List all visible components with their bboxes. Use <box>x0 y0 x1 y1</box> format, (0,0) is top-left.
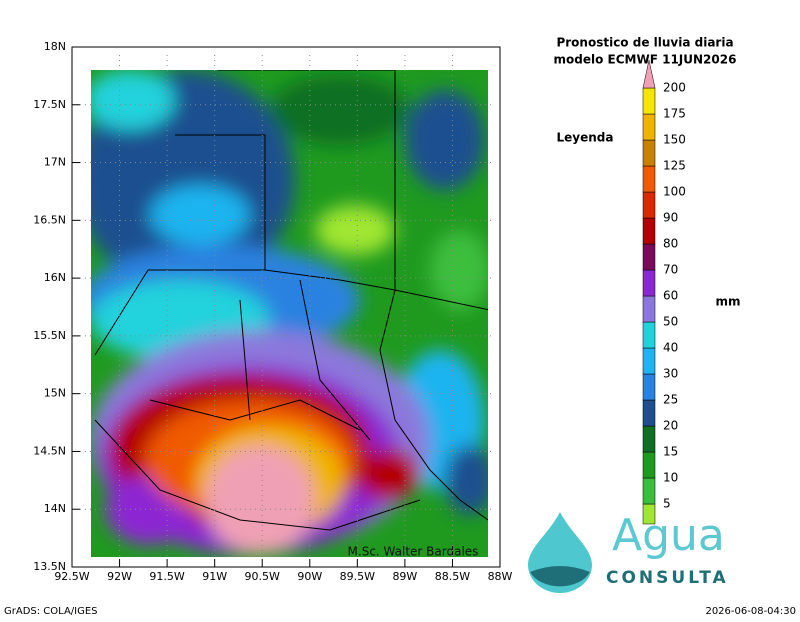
colorbar-label: 200 <box>663 81 686 95</box>
colorbar-segment <box>642 113 656 141</box>
lon-label: 88W <box>488 570 513 583</box>
author: M.Sc. Walter Bardales <box>348 545 479 559</box>
colorbar-segment <box>642 295 656 323</box>
lat-label: 15.5N <box>33 329 66 342</box>
colorbar-label: 50 <box>663 315 678 329</box>
colorbar-label: 150 <box>663 133 686 147</box>
colorbar-arrow <box>642 59 656 89</box>
colorbar-label: 90 <box>663 211 678 225</box>
colorbar-segment <box>642 503 656 525</box>
lat-label: 17.5N <box>33 98 66 111</box>
lon-label: 88.5W <box>435 570 470 583</box>
lon-label: 92W <box>107 570 132 583</box>
colorbar-label: 125 <box>663 159 686 173</box>
lat-label: 14.5N <box>33 444 66 457</box>
lon-label: 91.5W <box>149 570 184 583</box>
lat-label: 18N <box>44 40 66 53</box>
colorbar-label: 70 <box>663 263 678 277</box>
colorbar-segment <box>642 243 656 271</box>
colorbar-label: 20 <box>663 419 678 433</box>
lat-label: 13.5N <box>33 560 66 573</box>
subtitle: modelo ECMWF 11JUN2026 <box>554 53 737 67</box>
colorbar-label: 25 <box>663 393 678 407</box>
lat-label: 17N <box>44 156 66 169</box>
colorbar-segment <box>642 347 656 375</box>
colorbar-segment <box>642 269 656 297</box>
lat-label: 15N <box>44 387 66 400</box>
lon-label: 90.5W <box>245 570 280 583</box>
map-frame <box>71 46 501 568</box>
colorbar-segment <box>642 191 656 219</box>
colorbar-label: 60 <box>663 289 678 303</box>
colorbar-label: 30 <box>663 367 678 381</box>
colorbar-segment <box>642 477 656 505</box>
lat-label: 16N <box>44 271 66 284</box>
lat-label: 16.5N <box>33 213 66 226</box>
colorbar-segment <box>642 373 656 401</box>
title: Pronostico de lluvia diaria <box>556 36 733 50</box>
footer-right: 2026-06-08-04:30 <box>705 606 796 617</box>
rain-field <box>91 70 488 557</box>
lon-label: 90W <box>297 570 322 583</box>
lon-label: 91W <box>202 570 227 583</box>
lon-label: 89W <box>392 570 417 583</box>
colorbar-segment <box>642 139 656 167</box>
colorbar-label: 40 <box>663 341 678 355</box>
colorbar-segment <box>642 217 656 245</box>
lon-label: 89.5W <box>340 570 375 583</box>
lon-label: 92.5W <box>54 570 89 583</box>
colorbar-label: 15 <box>663 445 678 459</box>
logo: Agua CONSULTA <box>528 510 729 593</box>
lat-label: 14N <box>44 502 66 515</box>
unit: mm <box>715 295 740 309</box>
colorbar-label: 5 <box>663 497 671 511</box>
footer-left: GrADS: COLA/IGES <box>4 606 98 617</box>
colorbar-segment <box>642 321 656 349</box>
colorbar-segment <box>642 87 656 115</box>
legend-title: Leyenda <box>557 131 614 145</box>
colorbar-segment <box>642 451 656 479</box>
colorbar-label: 80 <box>663 237 678 251</box>
colorbar-segment <box>642 165 656 193</box>
colorbar-label: 10 <box>663 471 678 485</box>
logo-name: Agua <box>612 510 725 561</box>
colorbar-label: 100 <box>663 185 686 199</box>
colorbar-segment <box>642 399 656 427</box>
colorbar-label: 175 <box>663 107 686 121</box>
colorbar-segment <box>642 425 656 453</box>
logo-tagline: CONSULTA <box>606 568 729 588</box>
